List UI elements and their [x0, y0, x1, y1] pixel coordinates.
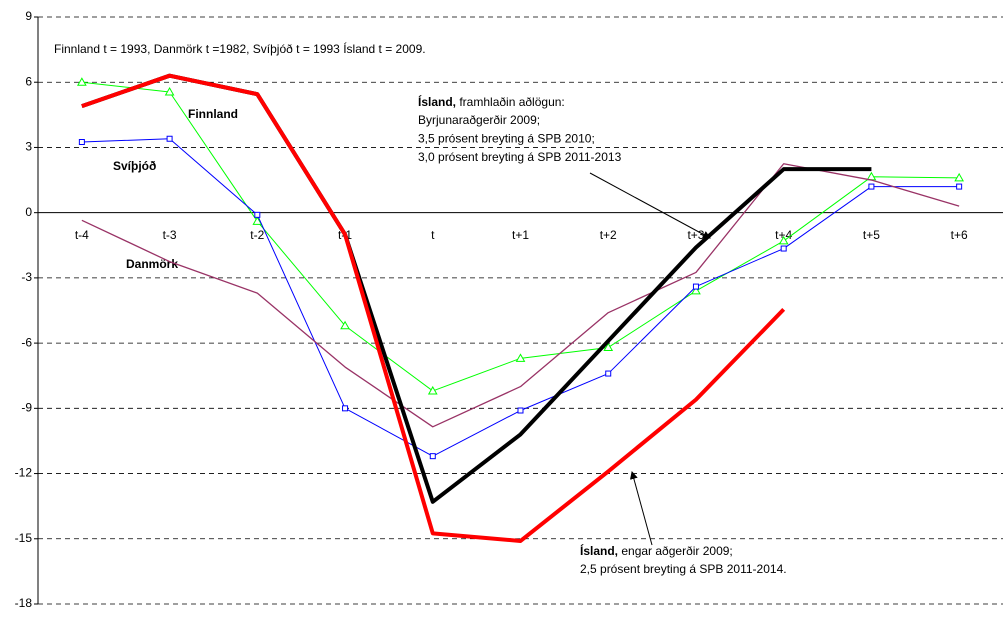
point-marker — [691, 285, 701, 295]
annotation-text: engar aðgerðir 2009; — [618, 544, 733, 558]
point-marker — [78, 139, 85, 146]
x-tick-label: t+3 — [687, 228, 704, 242]
point-marker — [254, 211, 261, 218]
point-marker — [429, 453, 436, 460]
y-tick-label: 6 — [25, 74, 32, 88]
y-tick-label: 0 — [25, 205, 32, 219]
point-marker — [252, 216, 263, 225]
series-line — [81, 73, 786, 543]
point-marker — [77, 77, 87, 86]
point-marker — [605, 370, 612, 377]
point-marker — [427, 385, 438, 395]
y-tick-label: -3 — [21, 270, 32, 284]
y-tick-label: -12 — [15, 466, 33, 480]
x-tick-label: t-2 — [250, 228, 264, 242]
series-label: Svíþjóð — [113, 159, 156, 173]
y-tick-label: 3 — [25, 140, 32, 154]
x-tick-label: t-3 — [163, 228, 177, 242]
point-marker — [866, 171, 877, 181]
point-marker — [517, 407, 524, 414]
x-tick-label: t+1 — [512, 228, 529, 242]
x-tick-label: t+6 — [951, 228, 968, 242]
annotation-bold: Ísland, — [418, 94, 456, 109]
point-marker — [778, 235, 789, 245]
annotation-line: 3,5 prósent breyting á SPB 2010; — [418, 132, 595, 146]
x-tick-label: t+2 — [600, 228, 617, 242]
x-tick-label: t+4 — [775, 228, 792, 242]
annotation-line: Byrjunaraðgerðir 2009; — [418, 113, 540, 127]
y-tick-label: -6 — [21, 335, 32, 349]
annotation: Ísland, engar aðgerðir 2009; — [580, 543, 733, 558]
y-tick-label: -9 — [21, 401, 32, 415]
point-marker — [954, 172, 964, 182]
point-marker — [780, 245, 787, 252]
x-tick-label: t-4 — [75, 228, 89, 242]
annotation-line: 3,0 prósent breyting á SPB 2011-2013 — [418, 150, 622, 164]
annotation-text: framhlaðin aðlögun: — [456, 95, 565, 109]
point-marker — [515, 353, 526, 362]
x-tick-label: t+5 — [863, 228, 880, 242]
arrow — [589, 172, 711, 239]
annotation: Ísland, framhlaðin aðlögun: — [418, 94, 565, 109]
annotation-bold: Ísland, — [580, 543, 618, 558]
point-marker — [692, 283, 699, 290]
point-marker — [868, 183, 875, 190]
arrow — [629, 471, 653, 546]
y-tick-label: 9 — [25, 9, 32, 23]
point-marker — [956, 183, 963, 190]
annotation-line: 2,5 prósent breyting á SPB 2011-2014. — [580, 562, 787, 576]
chart-note: Finnland t = 1993, Danmörk t =1982, Svíþ… — [54, 41, 426, 56]
y-tick-label: -15 — [15, 531, 33, 545]
series-label: Danmörk — [126, 257, 178, 271]
point-marker — [166, 135, 173, 142]
point-marker — [340, 320, 350, 330]
point-marker — [164, 86, 175, 96]
series-label: Finnland — [188, 107, 238, 121]
series-line — [81, 163, 960, 428]
point-marker — [603, 342, 614, 351]
point-marker — [342, 405, 349, 412]
x-tick-label: t — [431, 228, 435, 242]
y-tick-label: -18 — [15, 596, 33, 610]
